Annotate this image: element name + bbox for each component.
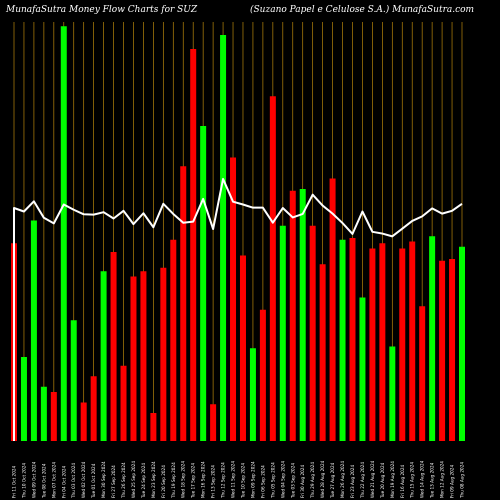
bar xyxy=(439,260,446,441)
x-tick-label: Thu 19 Sep 2024 xyxy=(171,462,176,499)
bar xyxy=(30,220,37,441)
x-tick-label: Thu 29 Aug 2024 xyxy=(310,462,315,499)
x-tick-label: Wed 11 Sep 2024 xyxy=(231,461,236,498)
x-tick-label: Thu 08 Aug 2024 xyxy=(460,462,465,499)
x-tick-label: Wed 04 Sep 2024 xyxy=(280,461,285,498)
bar xyxy=(299,189,306,441)
bar xyxy=(100,271,107,441)
x-tick-label: Fri 27 Sep 2024 xyxy=(111,465,116,498)
x-tick-label: Tue 20 Aug 2024 xyxy=(380,462,385,499)
bar xyxy=(90,376,97,441)
bar xyxy=(389,346,396,441)
x-tick-label: Wed 18 Sep 2024 xyxy=(181,461,186,498)
bar xyxy=(379,243,386,441)
x-tick-label: Mon 07 Oct 2024 xyxy=(51,462,56,498)
bar xyxy=(140,271,147,441)
chart-title-right: (Suzano Papel e Celulose S.A.) MunafaSut… xyxy=(250,4,474,15)
x-tick-label: Wed 21 Aug 2024 xyxy=(370,460,375,498)
x-tick-label: Thu 10 Oct 2024 xyxy=(21,463,26,499)
x-tick-label: Fri 30 Aug 2024 xyxy=(300,465,305,498)
x-tick-label: Fri 20 Sep 2024 xyxy=(161,465,166,498)
x-tick-label: Mon 26 Aug 2024 xyxy=(340,461,345,498)
bar xyxy=(110,252,117,441)
bar xyxy=(200,126,207,441)
x-tick-label: Tue 08 Oct 2024 xyxy=(41,463,46,499)
bars xyxy=(11,26,465,441)
bar xyxy=(210,404,217,441)
bar xyxy=(259,309,266,441)
x-tick-label: Wed 28 Aug 2024 xyxy=(320,460,325,498)
bar xyxy=(80,402,87,441)
bar xyxy=(269,96,276,441)
bar xyxy=(309,225,316,441)
x-tick-label: Tue 01 Oct 2024 xyxy=(91,463,96,499)
x-tick-label: Wed 02 Oct 2024 xyxy=(81,461,86,498)
bar xyxy=(70,320,77,441)
x-tick-label: Tue 27 Aug 2024 xyxy=(330,462,335,499)
x-tick-label: Fri 11 Oct 2024 xyxy=(12,465,17,498)
x-tick-label: Fri 06 Sep 2024 xyxy=(260,465,265,498)
bar xyxy=(150,413,157,441)
x-tick-labels: Fri 11 Oct 2024 Thu 10 Oct 2024 Wed 09 Oct… xyxy=(12,460,465,499)
bar xyxy=(349,238,356,441)
chart-title-left: MunafaSutra Money Flow Charts for SUZ xyxy=(5,5,198,15)
x-tick-label: Fri 04 Oct 2024 xyxy=(61,465,66,498)
x-tick-label: Thu 26 Sep 2024 xyxy=(121,462,126,499)
x-tick-label: Thu 05 Sep 2024 xyxy=(270,462,275,499)
x-tick-label: Thu 03 Oct 2024 xyxy=(71,463,76,499)
x-tick-label: Mon 23 Sep 2024 xyxy=(151,461,156,498)
bar xyxy=(20,357,27,441)
x-tick-label: Fri 23 Aug 2024 xyxy=(350,465,355,498)
bar xyxy=(429,236,436,441)
bar xyxy=(180,166,187,441)
bar xyxy=(40,386,47,441)
x-tick-label: Fri 09 Aug 2024 xyxy=(450,465,455,498)
bar xyxy=(419,306,426,441)
bar xyxy=(449,259,456,441)
bar xyxy=(190,49,197,441)
x-tick-label: Tue 03 Sep 2024 xyxy=(290,463,295,499)
bar xyxy=(120,365,127,441)
bar xyxy=(170,239,177,441)
bar xyxy=(239,255,246,441)
x-tick-label: Fri 16 Aug 2024 xyxy=(400,465,405,498)
bar xyxy=(60,26,67,441)
x-tick-label: Tue 10 Sep 2024 xyxy=(240,463,245,499)
price-line-group xyxy=(13,177,463,441)
x-tick-label: Wed 14 Aug 2024 xyxy=(420,460,425,498)
x-tick-label: Mon 16 Sep 2024 xyxy=(201,461,206,498)
bar xyxy=(249,348,256,441)
bar xyxy=(220,35,227,441)
x-tick-label: Mon 30 Sep 2024 xyxy=(101,461,106,498)
bar xyxy=(289,190,296,441)
x-tick-label: Tue 13 Aug 2024 xyxy=(430,462,435,499)
x-tick-label: Fri 13 Sep 2024 xyxy=(211,465,216,498)
bar xyxy=(279,225,286,441)
bar xyxy=(230,157,237,441)
bar xyxy=(130,276,137,441)
x-tick-label: Thu 22 Aug 2024 xyxy=(360,462,365,499)
bar xyxy=(459,246,465,441)
x-tick-label: Thu 12 Sep 2024 xyxy=(221,462,226,499)
bar xyxy=(369,248,376,441)
x-tick-label: Tue 17 Sep 2024 xyxy=(191,463,196,499)
bar xyxy=(339,239,346,441)
bar xyxy=(359,297,366,441)
x-tick-label: Thu 15 Aug 2024 xyxy=(410,462,415,499)
x-tick-label: Mon 19 Aug 2024 xyxy=(390,461,395,498)
bar xyxy=(160,267,167,441)
bar xyxy=(399,248,406,441)
bar xyxy=(329,178,336,441)
x-tick-label: Tue 24 Sep 2024 xyxy=(141,463,146,499)
x-tick-label: Mon 09 Sep 2024 xyxy=(250,461,255,498)
bar xyxy=(50,392,57,441)
price-line xyxy=(13,177,463,441)
bar xyxy=(319,264,326,441)
x-tick-label: Wed 09 Oct 2024 xyxy=(31,461,36,498)
x-tick-label: Mon 12 Aug 2024 xyxy=(440,461,445,498)
bar xyxy=(409,241,416,441)
x-tick-label: Wed 25 Sep 2024 xyxy=(131,461,136,498)
